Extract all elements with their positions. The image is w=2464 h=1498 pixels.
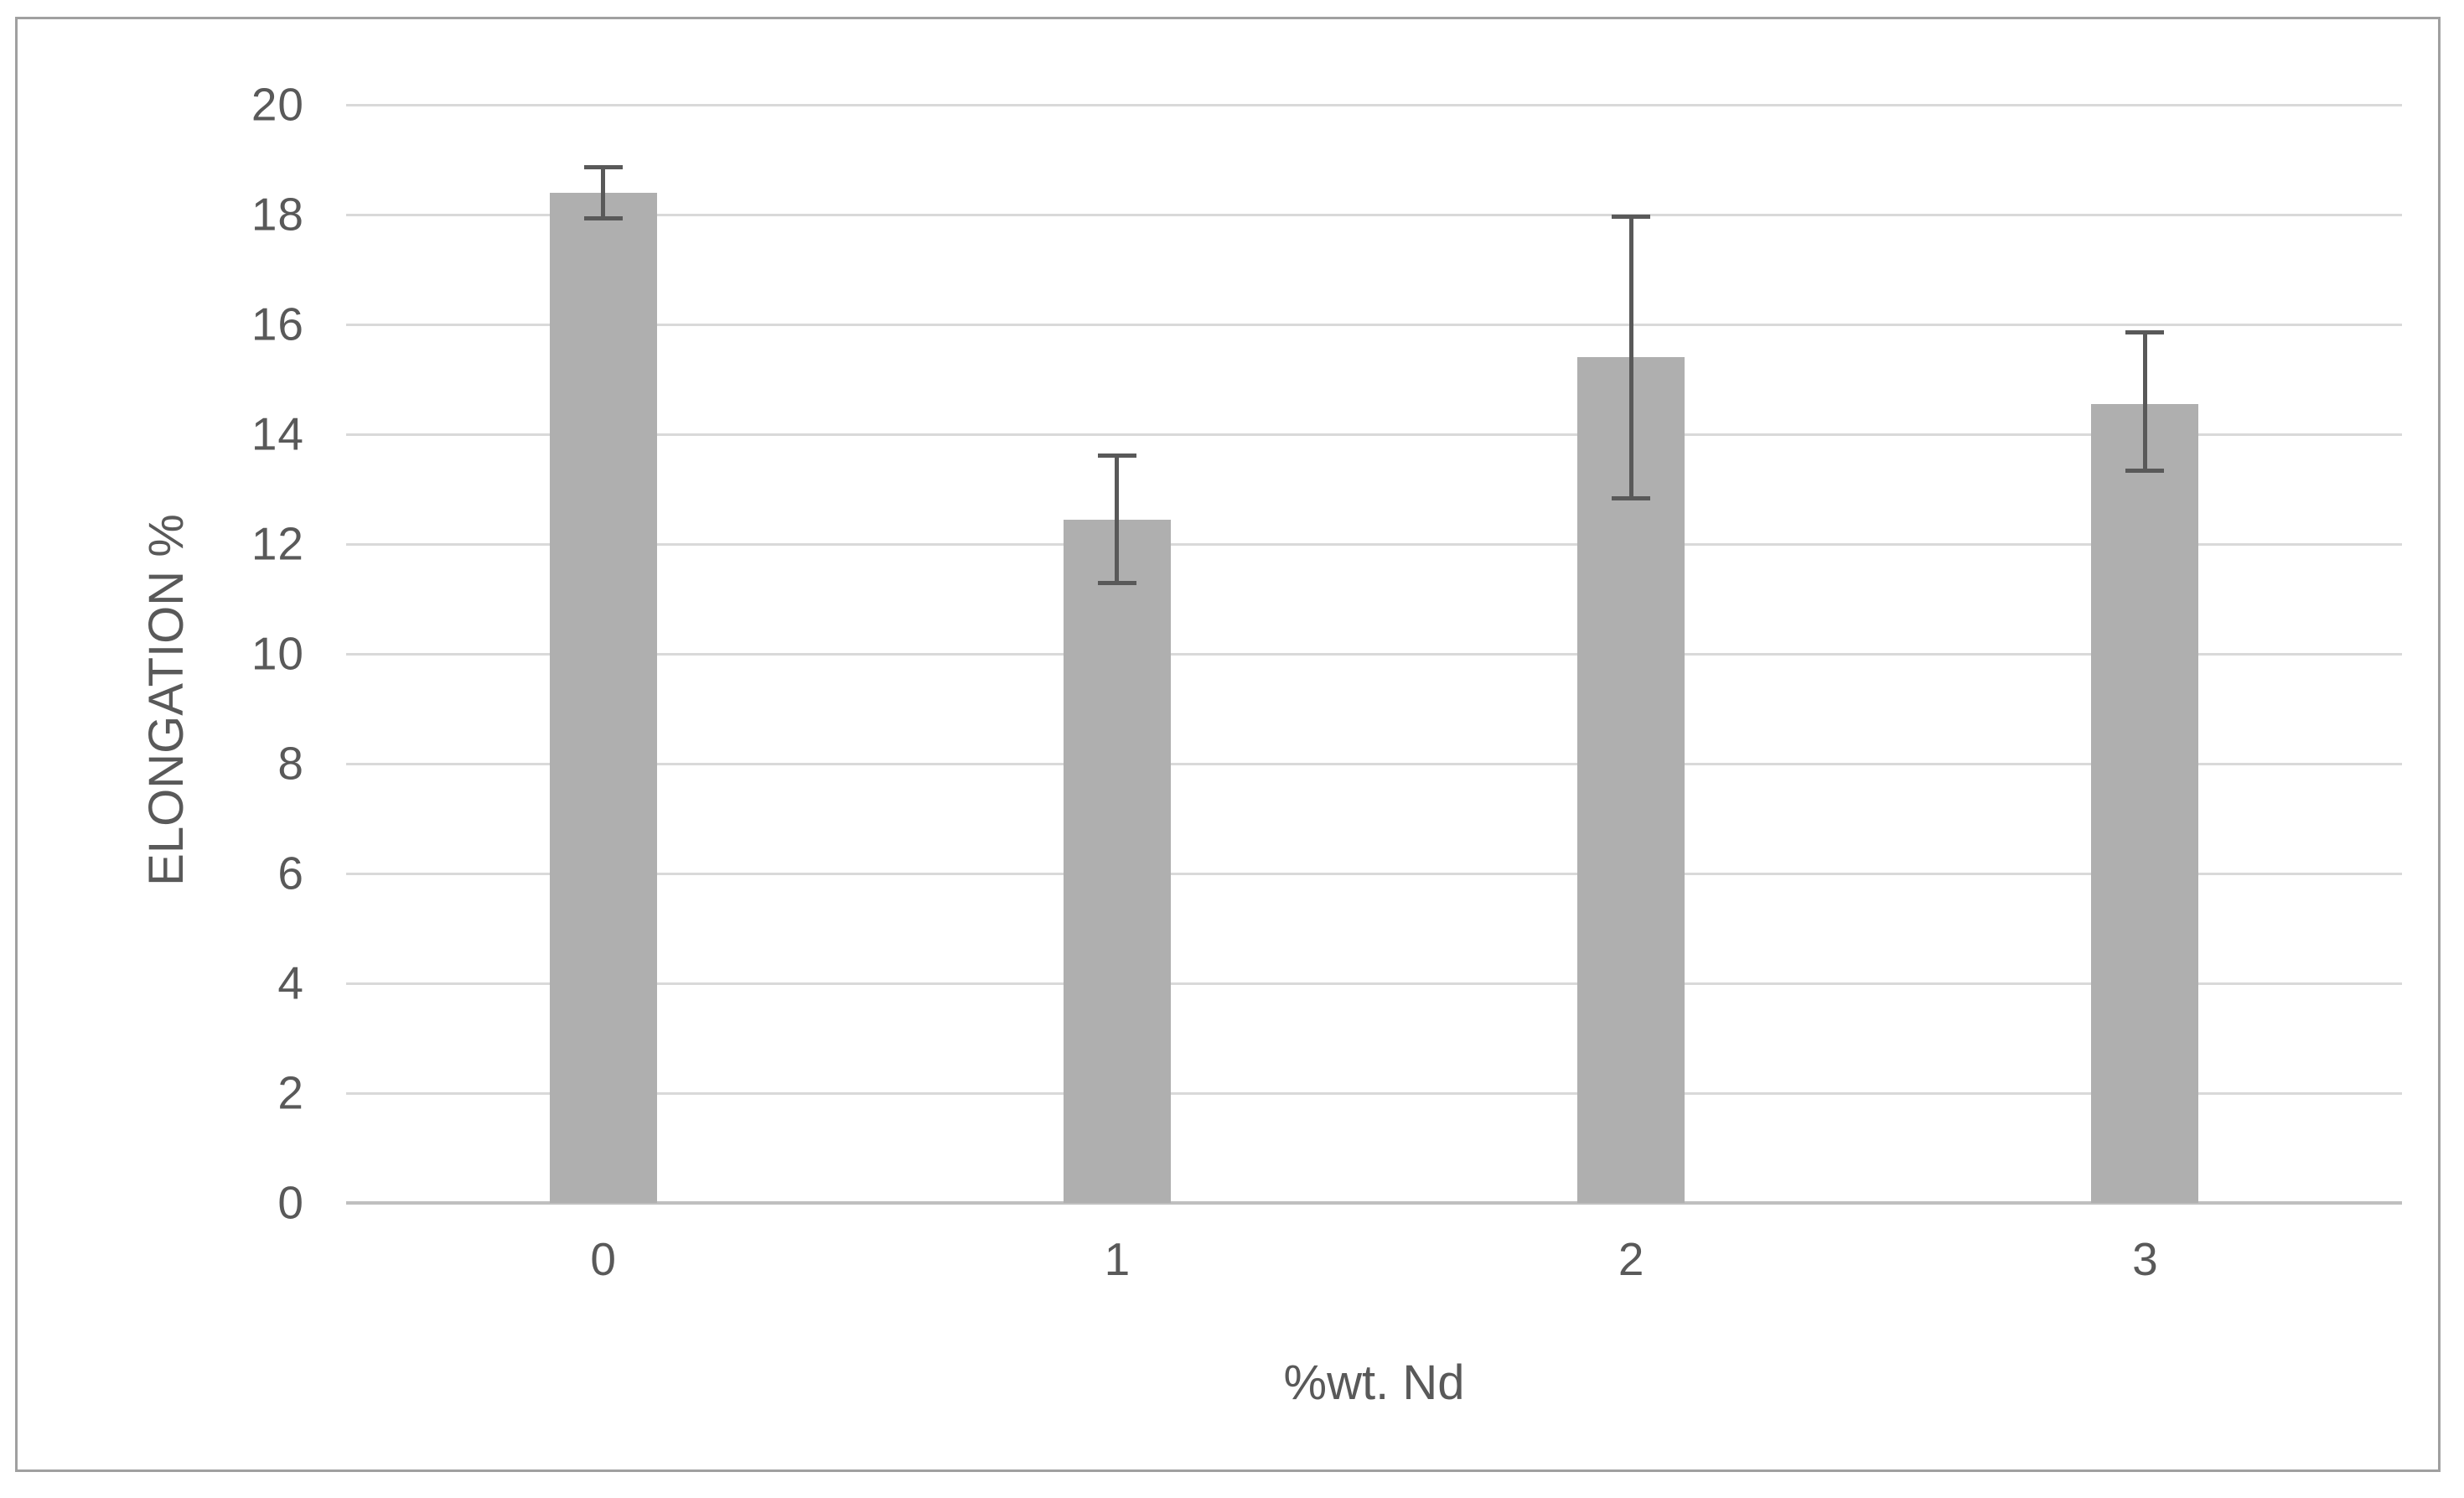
gridline [346,323,2402,326]
y-tick-label: 12 [251,517,304,570]
error-bar-line [601,165,606,220]
y-tick-label: 10 [251,627,304,680]
y-tick-label: 18 [251,188,304,241]
y-tick-label: 20 [251,78,304,131]
x-tick-label: 3 [2132,1233,2158,1285]
y-tick-label: 4 [277,956,304,1009]
error-bar-cap-bottom [1097,581,1136,586]
plot-area [346,103,2402,1205]
gridline [346,982,2402,985]
x-tick-label: 1 [1104,1233,1131,1285]
error-bar-cap-bottom [2125,468,2165,473]
x-axis-title: %wt. Nd [1283,1355,1465,1410]
y-tick-label: 6 [277,847,304,899]
gridline [346,103,2402,106]
bar [549,192,657,1203]
y-tick-label: 2 [277,1066,304,1119]
x-axis-line [346,1201,2402,1205]
gridline [346,213,2402,216]
error-bar-cap-top [583,165,623,170]
error-bar-cap-top [1612,215,1651,219]
x-axis-tick-labels: 0 1 2 3 [346,1236,2402,1304]
gridline [346,872,2402,875]
error-bar-line [1115,453,1120,586]
gridline [346,1091,2402,1095]
error-bar-line [2142,329,2147,473]
y-tick-label: 0 [277,1176,304,1229]
gridline [346,433,2402,436]
y-axis-tick-labels: 20 18 16 14 12 10 8 6 4 2 0 [18,81,304,1226]
bar [1063,519,1171,1203]
error-bar-cap-top [2125,329,2165,334]
error-bar-line [1628,215,1633,500]
gridline [346,542,2402,546]
x-tick-label: 2 [1618,1233,1644,1285]
y-tick-label: 16 [251,298,304,350]
x-tick-label: 0 [590,1233,616,1285]
gridline [346,652,2402,656]
bar [2091,403,2199,1203]
error-bar-cap-bottom [583,215,623,220]
error-bar-cap-bottom [1612,495,1651,500]
y-tick-label: 8 [277,737,304,790]
error-bar-cap-top [1097,453,1136,458]
gridline [346,762,2402,765]
y-tick-label: 14 [251,407,304,460]
